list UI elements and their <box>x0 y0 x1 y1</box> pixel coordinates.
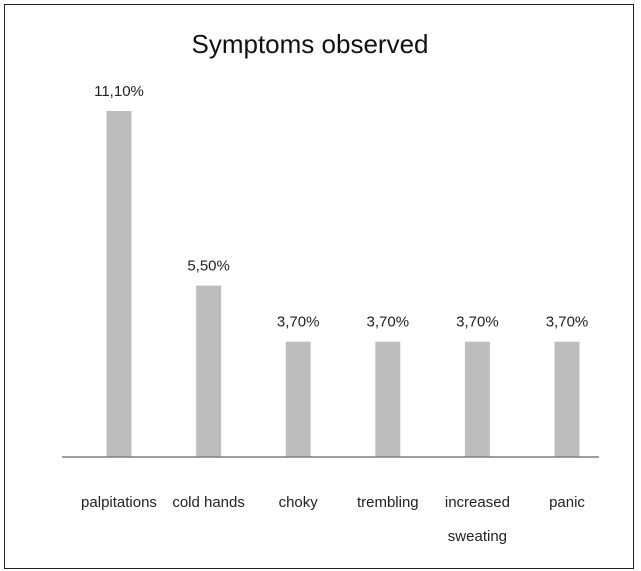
data-label: 3,70% <box>456 314 499 331</box>
bar-increased-sweating <box>464 341 490 457</box>
category-label: sweating <box>448 528 507 545</box>
category-labels-group: palpitations cold hands choky trembling incr… <box>81 494 585 545</box>
bar-palpitations <box>106 111 132 457</box>
chart-title: Symptoms observed <box>192 29 429 59</box>
bar-choky <box>285 341 311 457</box>
category-label: panic <box>549 494 585 511</box>
bars-group <box>106 111 580 457</box>
value-labels-group: 11,10% 5,50% 3,70% 3,70% 3,70% 3,70% <box>94 83 588 331</box>
data-label: 11,10% <box>94 83 144 100</box>
bar-trembling <box>375 341 401 457</box>
category-label: increased <box>445 494 510 511</box>
data-label: 3,70% <box>277 314 320 331</box>
category-label: choky <box>279 494 319 511</box>
data-label: 5,50% <box>187 258 230 275</box>
bar-panic <box>554 341 580 457</box>
bar-cold-hands <box>196 285 222 457</box>
data-label: 3,70% <box>546 314 589 331</box>
category-label: palpitations <box>81 494 157 511</box>
category-label: cold hands <box>172 494 245 511</box>
category-label: trembling <box>357 494 419 511</box>
data-label: 3,70% <box>367 314 410 331</box>
